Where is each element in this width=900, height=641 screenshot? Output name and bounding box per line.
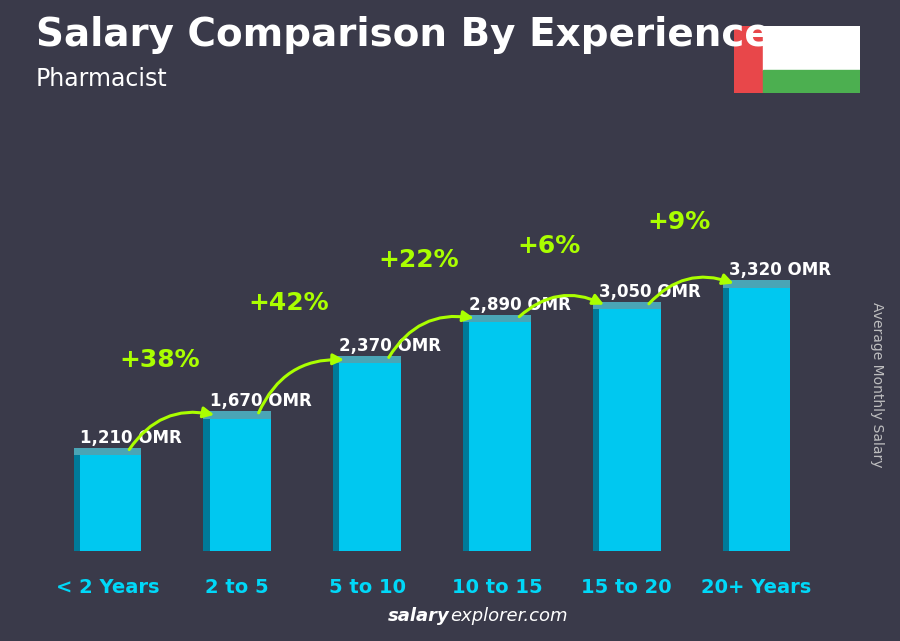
Text: 5 to 10: 5 to 10	[328, 578, 406, 597]
Text: Salary Comparison By Experience: Salary Comparison By Experience	[36, 16, 770, 54]
Text: Average Monthly Salary: Average Monthly Salary	[870, 302, 885, 467]
Bar	[203, 419, 210, 551]
Bar	[593, 302, 661, 309]
Bar	[333, 363, 400, 551]
Text: 3,050 OMR: 3,050 OMR	[599, 283, 701, 301]
Bar	[203, 412, 271, 419]
Bar	[464, 322, 531, 551]
Bar	[723, 288, 790, 551]
Bar	[763, 71, 859, 93]
Text: 3,320 OMR: 3,320 OMR	[729, 262, 831, 279]
Text: Pharmacist: Pharmacist	[36, 67, 167, 91]
Bar	[333, 356, 400, 363]
Text: 2,890 OMR: 2,890 OMR	[470, 296, 572, 313]
Bar	[464, 315, 531, 322]
Bar	[723, 281, 790, 288]
Text: 1,670 OMR: 1,670 OMR	[210, 392, 311, 410]
Text: explorer.com: explorer.com	[450, 607, 568, 625]
Text: salary: salary	[388, 607, 450, 625]
Text: +6%: +6%	[518, 233, 580, 258]
Bar	[464, 322, 469, 551]
Text: 15 to 20: 15 to 20	[581, 578, 672, 597]
Bar	[203, 419, 271, 551]
Text: +42%: +42%	[249, 291, 329, 315]
Text: 20+ Years: 20+ Years	[701, 578, 812, 597]
Text: 2,370 OMR: 2,370 OMR	[339, 337, 442, 355]
Text: +9%: +9%	[647, 210, 710, 235]
Text: < 2 Years: < 2 Years	[56, 578, 159, 597]
Bar	[593, 309, 599, 551]
Text: +22%: +22%	[379, 248, 459, 272]
Bar	[74, 455, 80, 551]
Text: 1,210 OMR: 1,210 OMR	[80, 429, 182, 447]
Text: 10 to 15: 10 to 15	[452, 578, 542, 597]
Bar	[763, 26, 859, 71]
Bar	[333, 363, 339, 551]
Bar	[723, 288, 729, 551]
Text: +38%: +38%	[119, 348, 200, 372]
Text: 2 to 5: 2 to 5	[205, 578, 269, 597]
Bar	[74, 448, 141, 455]
Bar	[74, 455, 141, 551]
Bar	[593, 309, 661, 551]
